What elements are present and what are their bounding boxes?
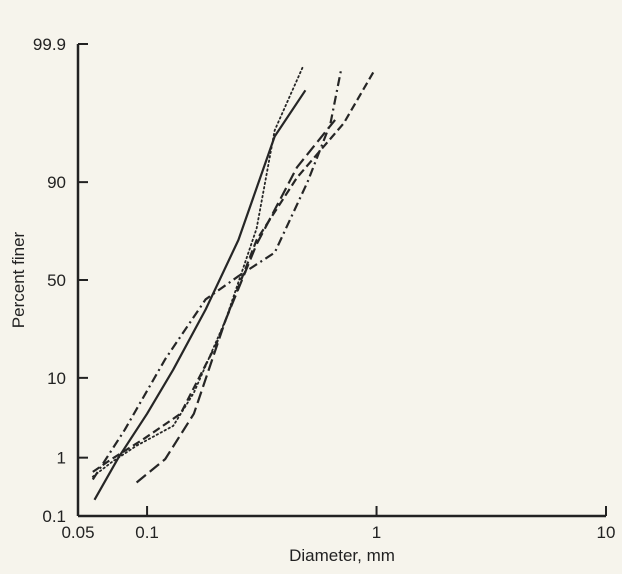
y-tick-label: 1 <box>57 449 66 468</box>
series-line-dash-dot <box>91 69 343 481</box>
series-line-dotted <box>91 64 305 478</box>
x-tick-label: 0.1 <box>135 523 159 542</box>
series-line-solid <box>93 89 307 501</box>
axes <box>76 44 606 518</box>
x-tick-label: 10 <box>597 523 616 542</box>
y-tick-label: 99.9 <box>33 35 66 54</box>
y-tick-label: 90 <box>47 173 66 192</box>
series-layer <box>91 64 376 501</box>
x-axis-title: Diameter, mm <box>289 546 395 565</box>
y-tick-label: 50 <box>47 271 66 290</box>
x-tick-label: 1 <box>372 523 381 542</box>
y-tick-label: 0.1 <box>42 507 66 526</box>
y-axis-title: Percent finer <box>9 231 28 328</box>
y-tick-label: 10 <box>47 369 66 388</box>
x-tick-label: 0.05 <box>61 523 94 542</box>
series-line-dashed <box>92 69 376 473</box>
series-line-long-dash <box>135 119 336 484</box>
